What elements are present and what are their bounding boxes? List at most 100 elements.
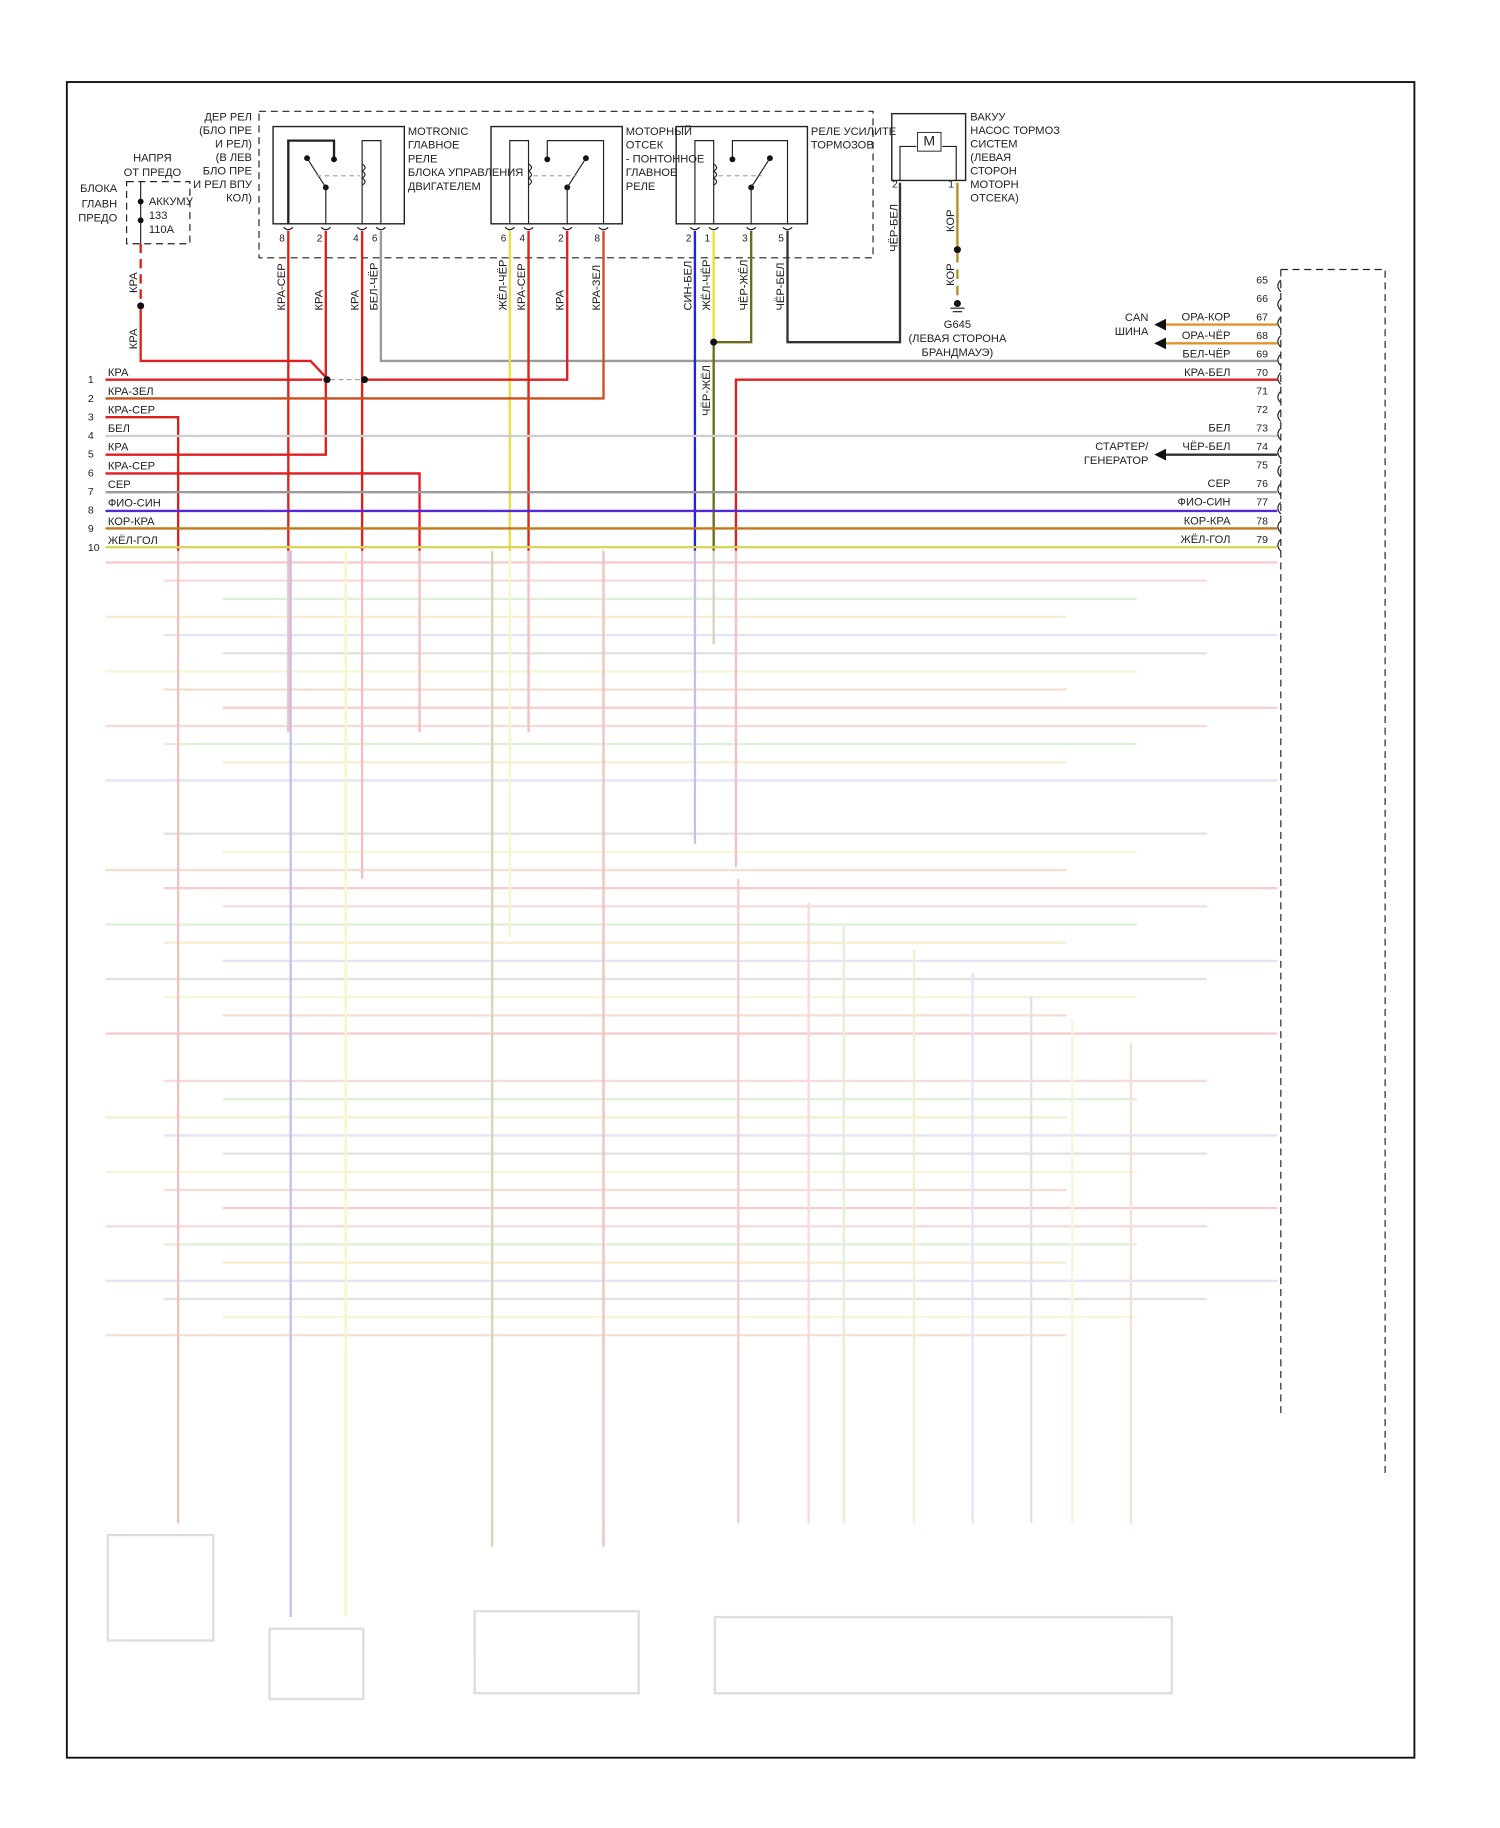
- wire-label: ОРА-ЧЁР: [1182, 330, 1231, 342]
- relay-label: ДВИГАТЕЛЕМ: [408, 181, 481, 193]
- fuse-box-label: ПРЕДО: [78, 212, 117, 224]
- relay-block-label-line: (В ЛЕВ: [216, 152, 252, 164]
- ground-name: G645: [944, 319, 971, 331]
- relay-label: ОТСЕК: [626, 140, 664, 152]
- row-number: 1: [88, 374, 94, 386]
- wire-label: КРА-СЕР: [108, 460, 155, 472]
- blurred-lower-section: [105, 550, 1278, 1701]
- wire-label: КРА-СЕР: [516, 263, 528, 310]
- connector-icon: [708, 226, 719, 231]
- pin-number: 5: [778, 233, 784, 244]
- faded-component: [268, 1627, 365, 1701]
- pin-number: 78: [1256, 515, 1268, 527]
- pin-number: 2: [317, 233, 323, 244]
- connector-icon: [1277, 279, 1282, 293]
- starter-label: СТАРТЕР/: [1095, 441, 1149, 453]
- splice: [710, 338, 718, 346]
- connector-icon: [1277, 316, 1282, 330]
- relay-label: MOTRONIC: [408, 126, 469, 138]
- pin-number: 6: [501, 233, 507, 244]
- fuse-box-label: ГЛАВН: [82, 198, 118, 210]
- connector-icon: [1277, 501, 1282, 515]
- wire-kra-ser: [105, 472, 421, 551]
- wire-label: ЖЁЛ-ЧЁР: [497, 260, 509, 311]
- pin-number: 6: [372, 233, 378, 244]
- relay-brake-booster: [675, 125, 809, 225]
- connector-icon: [746, 226, 757, 231]
- connector-icon: [1277, 409, 1282, 422]
- wire-label: ЧЁР-ЖЁЛ: [701, 365, 713, 416]
- ground-icon: [953, 299, 961, 308]
- relay-label: РЕЛЕ: [626, 181, 656, 193]
- pin-number: 76: [1256, 478, 1268, 490]
- wire-bel-cher: [379, 230, 1278, 363]
- wire-label: КОР-КРА: [1184, 515, 1231, 527]
- pump-label: (ЛЕВАЯ: [970, 152, 1011, 164]
- relay-block-label-line: КОЛ): [226, 193, 252, 205]
- row-number: 8: [88, 505, 94, 517]
- row-number: 4: [88, 430, 94, 442]
- motor-icon: M: [923, 132, 935, 148]
- fuse-block: НАПРЯ ОТ ПРЕДО БЛОКА ГЛАВН ПРЕДО АККУМУ …: [78, 153, 330, 381]
- wire-label: ЧЁР-ЖЁЛ: [739, 260, 751, 311]
- relay-label: БЛОКА УПРАВЛЕНИЯ: [408, 167, 524, 179]
- wire-label: БЕЛ: [1208, 423, 1230, 435]
- wire-label: БЕЛ: [108, 423, 130, 435]
- coil-icon: [360, 163, 366, 186]
- pin-number: 65: [1256, 275, 1268, 287]
- wire-label: КРА: [108, 442, 129, 454]
- connector-icon: [1277, 335, 1282, 348]
- connector-icon: [1277, 372, 1282, 385]
- fuse-amps: 110A: [149, 224, 175, 236]
- wire-label: КРА-ЗЕЛ: [108, 386, 154, 398]
- pin-number: 2: [558, 233, 564, 244]
- pump-label: СТОРОН: [970, 166, 1016, 178]
- row-number: 10: [88, 542, 100, 554]
- pin-number: 1: [705, 233, 711, 244]
- pin-number: 74: [1256, 441, 1268, 453]
- pin-number: 4: [353, 233, 359, 244]
- faded-component: [713, 1615, 1174, 1695]
- vacuum-pump: M 2 1: [891, 112, 967, 190]
- starter-label: ГЕНЕРАТОР: [1084, 455, 1149, 467]
- connector-icon: [1277, 464, 1282, 478]
- pin-number: 1: [948, 179, 954, 190]
- relay-label: РЕЛЕ УСИЛИТЕ: [811, 126, 896, 138]
- wire-label: ЧЁР-БЕЛ: [775, 263, 787, 311]
- can-label: CAN: [1125, 312, 1149, 324]
- splice: [360, 376, 368, 384]
- wire-kra-zel: [105, 230, 605, 400]
- wire-label: КРА: [128, 272, 140, 293]
- relay-block-label-line: И РЕЛ): [215, 139, 252, 151]
- wire-kra: [139, 309, 330, 381]
- wire-label: ЧЁР-БЕЛ: [1182, 441, 1230, 453]
- pin-number: 69: [1256, 349, 1268, 361]
- relay-block-label-line: И РЕЛ ВПУ: [193, 179, 253, 191]
- pin-number: 4: [519, 233, 525, 244]
- pin-number: 8: [594, 233, 600, 244]
- connector-icon: [375, 226, 386, 231]
- pin-number: 3: [742, 233, 748, 244]
- splice: [323, 376, 331, 384]
- arrow-icon: [1154, 448, 1166, 461]
- relay-block-label-line: БЛО ПРЕ: [203, 166, 252, 178]
- pin-number: 71: [1256, 386, 1268, 398]
- relay-label: МОТОРНЫЙ: [626, 125, 692, 138]
- row-number: 7: [88, 486, 94, 498]
- arrow-icon: [1154, 337, 1166, 350]
- diagram-frame: [65, 81, 1416, 1759]
- connector-icon: [320, 226, 331, 231]
- pin-number: 8: [279, 233, 285, 244]
- wire-label: КОР-КРА: [108, 516, 155, 528]
- fuse-box-label: БЛОКА: [80, 183, 118, 195]
- connector-icon: [1277, 483, 1282, 496]
- connector-icon: [598, 226, 609, 231]
- connector-icon: [1277, 427, 1282, 441]
- wire-label: ЖЁЛ-ГОЛ: [108, 535, 158, 547]
- wire-label: КРА-БЕЛ: [1184, 367, 1230, 379]
- row-number: 5: [88, 449, 94, 461]
- connector-icon: [1277, 538, 1282, 552]
- relay-motronic: [272, 125, 406, 225]
- connector-icon: [1277, 353, 1282, 367]
